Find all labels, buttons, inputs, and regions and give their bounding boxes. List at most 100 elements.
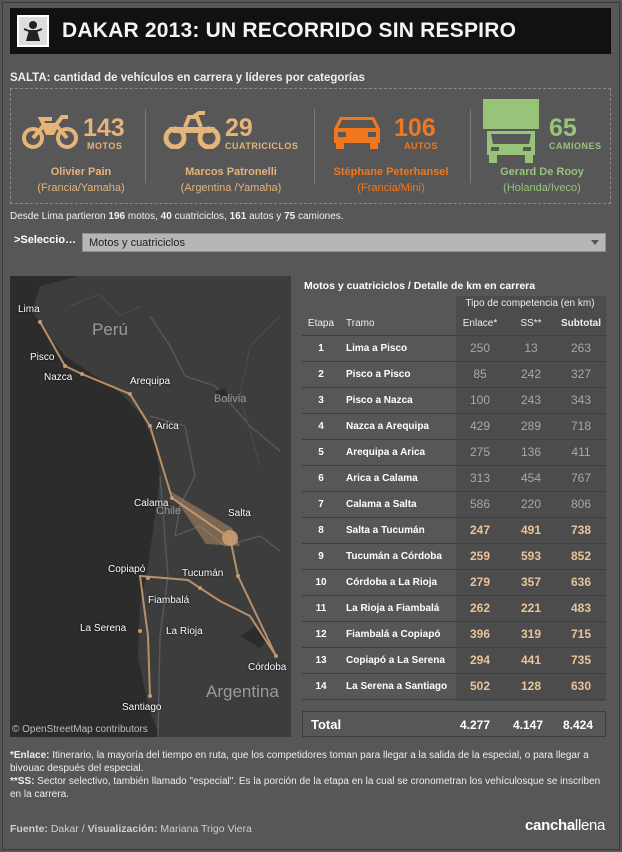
col-tramo: Tramo [340,313,454,336]
table-row: 6 Arica a Calama 313 454 767 [302,465,606,492]
table-row: 7 Calama a Salta 586 220 806 [302,491,606,518]
stage-number: 6 [302,465,340,492]
stage-number: 7 [302,491,340,518]
cuatriciclos-leader: Marcos Patronelli [185,166,277,178]
stage-route: Copiapó a La Serena [340,647,454,674]
col-ss: SS** [506,313,556,336]
stage-enlace-km: 294 [454,647,506,674]
dakar-logo-icon [17,15,49,47]
map-credit[interactable]: © OpenStreetMap contributors [12,724,148,735]
map-canvas [10,276,291,737]
cuatriciclos-count: 29 [225,114,253,142]
table-row: 14 La Serena a Santiago 502 128 630 [302,673,606,700]
autos-unit-label: AUTOS [404,141,438,151]
map-country-label: Perú [92,320,128,339]
table-group-header: Tipo de competencia (en km) [465,298,595,309]
stage-enlace-km: 313 [454,465,506,492]
map-city-label: Córdoba [248,662,287,673]
stage-number: 2 [302,361,340,388]
table-row: 12 Fiambalá a Copiapó 396 319 715 [302,621,606,648]
stage-ss-km: 357 [506,569,556,596]
footnotes: *Enlace: Itinerario, la mayoría del tiem… [10,749,610,801]
stage-number: 13 [302,647,340,674]
total-row: Total 4.277 4.147 8.424 [302,711,606,737]
map-city-label: La Rioja [166,626,203,637]
stage-ss-km: 136 [506,439,556,466]
camiones-leader: Gerard De Rooy [500,166,584,178]
stage-route: Nazca a Arequipa [340,413,454,440]
brand-logo[interactable]: canchallena [525,817,606,834]
stage-number: 9 [302,543,340,570]
camiones-unit-label: CAMIONES [549,141,602,151]
stage-ss-km: 593 [506,543,556,570]
stage-ss-km: 13 [506,335,556,362]
stage-enlace-km: 279 [454,569,506,596]
cuatriciclos-team: (Argentina /Yamaha) [180,182,282,194]
stage-number: 10 [302,569,340,596]
category-autos: 106 AUTOS Stéphane Peterhansel (Francia/… [316,89,466,203]
stage-subtotal-km: 767 [556,465,606,492]
stage-subtotal-km: 738 [556,517,606,544]
map-country-label: Argentina [206,682,279,701]
total-label: Total [311,717,342,732]
table-row: 10 Córdoba a La Rioja 279 357 636 [302,569,606,596]
stage-enlace-km: 259 [454,543,506,570]
truck-icon [481,97,541,170]
stage-subtotal-km: 483 [556,595,606,622]
stage-subtotal-km: 636 [556,569,606,596]
stage-subtotal-km: 735 [556,647,606,674]
stage-route: Arequipa a Arica [340,439,454,466]
stage-ss-km: 243 [506,387,556,414]
chevron-down-icon[interactable] [591,240,599,245]
stage-ss-km: 319 [506,621,556,648]
map-country-label: Chile [156,505,182,517]
motos-team: (Francia/Yamaha) [37,182,125,194]
map-city-label: Calama [134,498,169,509]
stage-number: 1 [302,335,340,362]
camiones-team: (Holanda/Iveco) [503,182,581,194]
map-city-label: Pisco [30,352,55,363]
stage-enlace-km: 250 [454,335,506,362]
motos-unit-label: MOTOS [87,141,123,151]
map-city-label: La Serena [80,623,127,634]
source-credit: Fuente: Dakar / Visualización: Mariana T… [10,823,252,835]
motos-count: 143 [83,114,125,142]
stage-ss-km: 242 [506,361,556,388]
map-city-label: Fiambalá [148,595,190,606]
car-icon [330,111,384,156]
stage-subtotal-km: 715 [556,621,606,648]
stage-number: 3 [302,387,340,414]
table-title: Motos y cuatriciclos / Detalle de km en … [304,280,536,292]
total-ss: 4.147 [513,718,544,732]
map-city-label: Santiago [122,702,162,713]
stage-enlace-km: 275 [454,439,506,466]
divider [470,109,471,183]
km-table: Etapa Tramo Enlace* SS** Subtotal 1 Lima … [302,313,606,700]
map-city-label: Tucumán [182,568,224,579]
autos-count: 106 [394,114,436,142]
table-row: 5 Arequipa a Arica 275 136 411 [302,439,606,466]
stage-subtotal-km: 630 [556,673,606,700]
total-enlace: 4.277 [460,718,491,732]
page-title: DAKAR 2013: UN RECORRIDO SIN RESPIRO [62,19,517,42]
stage-enlace-km: 262 [454,595,506,622]
departures-summary: Desde Lima partieron 196 motos, 40 cuatr… [10,211,344,222]
total-subtotal: 8.424 [563,718,594,732]
category-cuatriciclos: 29 CUATRICICLOS Marcos Patronelli (Argen… [151,89,311,203]
stage-route: Pisco a Pisco [340,361,454,388]
motorcycle-icon [22,113,78,154]
stage-ss-km: 289 [506,413,556,440]
route-map[interactable]: Perú Bolivia Chile Argentina Lima Pisco … [10,276,291,737]
stage-route: Lima a Pisco [340,335,454,362]
category-select[interactable]: Motos y cuatriciclos [82,233,606,252]
table-row: 11 La Rioja a Fiambalá 262 221 483 [302,595,606,622]
stage-ss-km: 441 [506,647,556,674]
autos-team: (Francia/Mini) [357,182,425,194]
table-row: 4 Nazca a Arequipa 429 289 718 [302,413,606,440]
table-row: 2 Pisco a Pisco 85 242 327 [302,361,606,388]
table-row: 1 Lima a Pisco 250 13 263 [302,335,606,362]
stage-enlace-km: 502 [454,673,506,700]
stage-subtotal-km: 327 [556,361,606,388]
stage-subtotal-km: 343 [556,387,606,414]
map-country-label: Bolivia [214,393,247,405]
